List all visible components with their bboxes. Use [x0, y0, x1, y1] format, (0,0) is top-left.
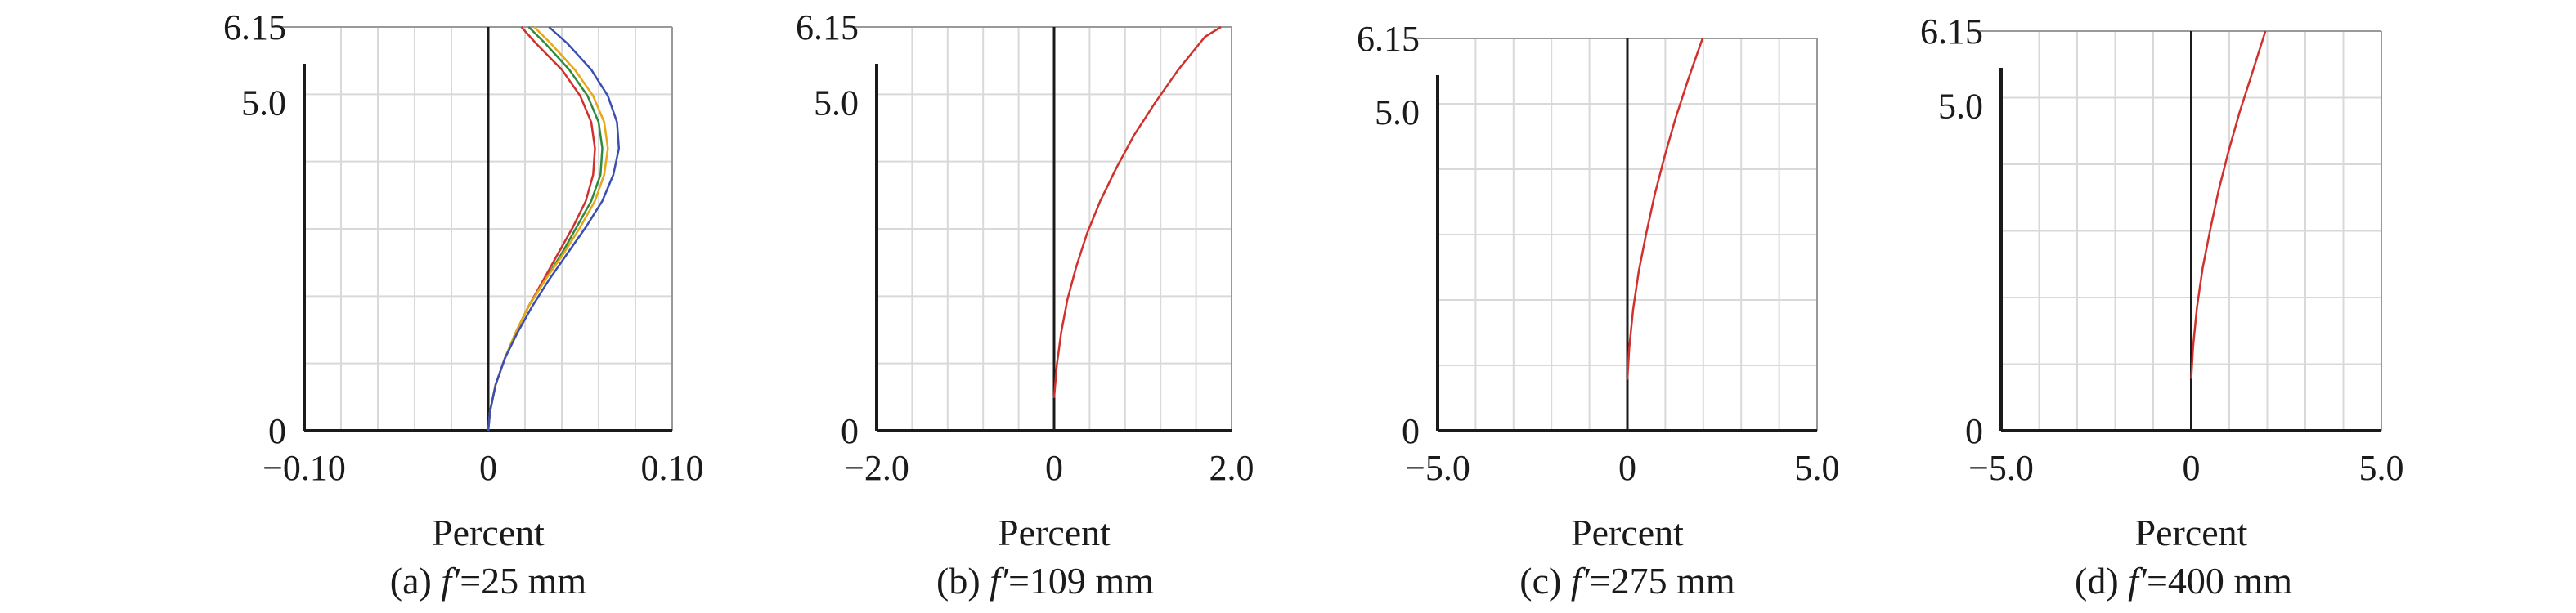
series-line-1 — [1626, 38, 1704, 380]
series-line-1 — [2190, 30, 2267, 379]
caption-prefix: (a) — [390, 560, 442, 602]
caption-suffix: =400 mm — [2147, 560, 2292, 602]
y-tick-label: 5.0 — [1375, 92, 1420, 132]
x-tick-label: 0 — [2183, 448, 2201, 488]
y-tick-label: 0 — [841, 411, 859, 451]
caption-prefix: (c) — [1519, 560, 1571, 602]
y-tick-label: 0 — [1965, 411, 1983, 451]
caption-variable: f′ — [441, 560, 460, 602]
panel-caption: (a) f′=25 mm — [390, 560, 587, 602]
x-tick-label: 0.10 — [641, 448, 704, 488]
y-tick-label: 0 — [268, 411, 286, 451]
x-tick-label: 0 — [1618, 448, 1636, 488]
x-axis-title: Percent — [998, 512, 1111, 553]
panel-caption: (b) f′=109 mm — [936, 560, 1154, 602]
x-tick-label: −5.0 — [1405, 448, 1470, 488]
panel-caption: (d) f′=400 mm — [2075, 560, 2292, 602]
series-line-4 — [487, 26, 621, 432]
caption-suffix: =275 mm — [1590, 560, 1735, 602]
x-tick-label: −2.0 — [844, 448, 909, 488]
y-tick-label: 6.15 — [223, 7, 286, 47]
y-tick-label: 0 — [1402, 411, 1420, 451]
x-axis-title: Percent — [2135, 512, 2248, 553]
y-tick-label: 6.15 — [1357, 19, 1420, 59]
x-axis-title: Percent — [1571, 512, 1684, 553]
caption-variable: f′ — [1571, 560, 1591, 602]
x-tick-label: 0 — [1045, 448, 1063, 488]
x-tick-label: −5.0 — [1968, 448, 2034, 488]
x-tick-label: 0 — [479, 448, 497, 488]
y-tick-label: 5.0 — [1938, 86, 1983, 126]
y-tick-label: 5.0 — [241, 83, 286, 123]
series-line-1 — [1052, 25, 1222, 398]
panel-caption: (c) f′=275 mm — [1519, 560, 1735, 602]
y-tick-label: 6.15 — [796, 7, 859, 47]
x-tick-label: 5.0 — [2359, 448, 2404, 488]
x-tick-label: −0.10 — [263, 448, 346, 488]
caption-prefix: (b) — [936, 560, 990, 602]
x-axis-title: Percent — [432, 512, 545, 553]
caption-suffix: =25 mm — [460, 560, 586, 602]
caption-variable: f′ — [990, 560, 1009, 602]
y-tick-label: 6.15 — [1920, 11, 1983, 51]
x-tick-label: 5.0 — [1795, 448, 1840, 488]
y-tick-label: 5.0 — [814, 83, 859, 123]
caption-variable: f′ — [2128, 560, 2147, 602]
x-tick-label: 2.0 — [1209, 448, 1254, 488]
caption-prefix: (d) — [2075, 560, 2128, 602]
caption-suffix: =109 mm — [1008, 560, 1154, 602]
